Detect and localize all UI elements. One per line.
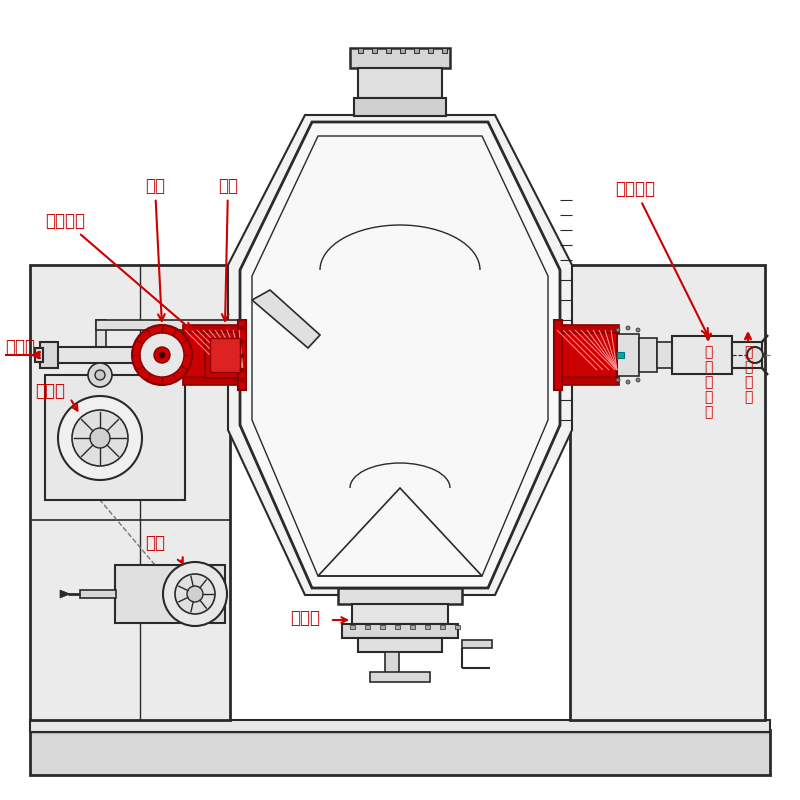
Text: 轴承: 轴承: [218, 177, 238, 321]
Bar: [386, 48, 391, 53]
Bar: [354, 98, 446, 116]
Circle shape: [240, 354, 244, 358]
Bar: [639, 338, 657, 372]
Circle shape: [163, 562, 227, 626]
Bar: [380, 625, 385, 629]
Bar: [560, 347, 660, 363]
Circle shape: [240, 326, 244, 330]
Circle shape: [140, 333, 184, 377]
Bar: [350, 48, 450, 68]
Bar: [370, 672, 430, 682]
Text: 蒸
汽
进
口: 蒸 汽 进 口: [744, 345, 752, 404]
Bar: [462, 640, 492, 648]
Circle shape: [616, 328, 620, 332]
Bar: [183, 325, 245, 333]
Bar: [352, 604, 448, 624]
Text: 链轮: 链轮: [145, 177, 165, 321]
Circle shape: [159, 352, 165, 358]
Polygon shape: [240, 122, 560, 588]
Bar: [428, 48, 433, 53]
Circle shape: [240, 368, 244, 372]
Polygon shape: [60, 590, 70, 598]
Bar: [410, 625, 415, 629]
Circle shape: [636, 328, 640, 332]
Text: 抽气口: 抽气口: [5, 338, 35, 356]
Bar: [414, 48, 419, 53]
Bar: [657, 342, 672, 368]
Bar: [96, 320, 106, 375]
Bar: [358, 48, 363, 53]
Bar: [385, 652, 399, 674]
Bar: [358, 68, 442, 98]
Text: 机械密封: 机械密封: [45, 212, 191, 330]
Circle shape: [747, 347, 763, 363]
Text: 旋转接头: 旋转接头: [615, 180, 708, 335]
Bar: [442, 48, 447, 53]
Circle shape: [187, 586, 203, 602]
Bar: [555, 377, 619, 385]
Bar: [185, 330, 243, 380]
Polygon shape: [252, 290, 320, 348]
Bar: [238, 320, 246, 390]
Bar: [672, 336, 732, 374]
Bar: [372, 48, 377, 53]
Bar: [205, 332, 245, 378]
Bar: [30, 265, 230, 720]
Bar: [350, 625, 355, 629]
Text: 减速机: 减速机: [35, 382, 65, 400]
Circle shape: [175, 574, 215, 614]
Circle shape: [240, 378, 244, 382]
Text: 电机: 电机: [145, 534, 165, 552]
Circle shape: [616, 378, 620, 382]
Bar: [96, 320, 244, 330]
Bar: [80, 590, 116, 598]
Circle shape: [72, 410, 128, 466]
Bar: [555, 325, 619, 333]
Bar: [210, 338, 240, 372]
Bar: [732, 342, 762, 368]
Circle shape: [240, 340, 244, 344]
Bar: [440, 625, 445, 629]
Bar: [455, 625, 460, 629]
Bar: [425, 625, 430, 629]
Circle shape: [132, 325, 192, 385]
Bar: [338, 588, 462, 604]
Bar: [395, 625, 400, 629]
Bar: [365, 625, 370, 629]
Bar: [617, 352, 624, 358]
Polygon shape: [228, 115, 572, 595]
Bar: [40, 342, 58, 368]
Circle shape: [154, 347, 170, 363]
Circle shape: [90, 428, 110, 448]
Bar: [45, 375, 185, 500]
Bar: [183, 377, 245, 385]
Bar: [557, 330, 617, 380]
Circle shape: [626, 380, 630, 384]
Bar: [617, 334, 639, 376]
Bar: [35, 348, 43, 362]
Text: 冷
凝
水
出
口: 冷 凝 水 出 口: [704, 345, 712, 419]
Circle shape: [95, 370, 105, 380]
Bar: [570, 265, 765, 720]
Bar: [115, 565, 225, 623]
Bar: [30, 730, 770, 775]
Circle shape: [88, 363, 112, 387]
Circle shape: [636, 378, 640, 382]
Text: 出料口: 出料口: [290, 609, 320, 627]
Bar: [400, 48, 405, 53]
Bar: [55, 347, 240, 363]
Bar: [358, 638, 442, 652]
Bar: [30, 720, 770, 732]
Circle shape: [58, 396, 142, 480]
Bar: [342, 624, 458, 638]
Bar: [554, 320, 562, 390]
Circle shape: [626, 326, 630, 330]
